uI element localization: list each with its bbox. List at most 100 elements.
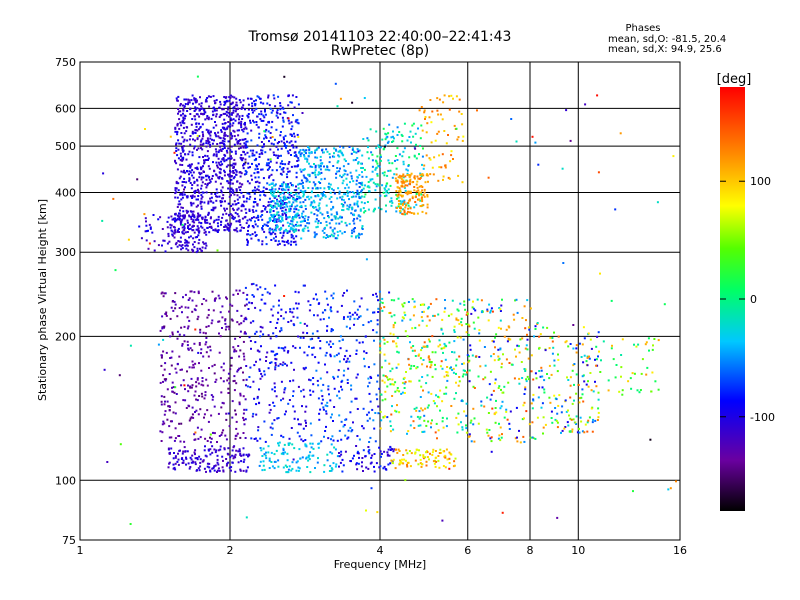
data-point	[299, 423, 302, 426]
data-point	[229, 125, 232, 128]
data-point	[336, 439, 339, 442]
data-point	[220, 406, 223, 409]
data-point	[360, 233, 363, 236]
data-point	[198, 109, 201, 112]
data-point	[336, 197, 339, 200]
data-point	[477, 422, 480, 425]
data-point	[500, 366, 503, 369]
data-point	[261, 326, 264, 329]
data-point	[227, 173, 229, 176]
data-point	[429, 158, 432, 161]
data-point	[242, 227, 245, 229]
data-point	[307, 229, 310, 232]
data-point	[376, 398, 379, 401]
data-point	[403, 311, 406, 314]
data-point	[174, 292, 177, 295]
data-point	[177, 463, 180, 466]
data-point	[317, 173, 320, 176]
data-point	[361, 457, 364, 459]
data-point	[245, 469, 248, 472]
data-point	[182, 379, 185, 382]
data-point	[189, 166, 192, 169]
data-point	[247, 455, 249, 458]
data-point	[212, 161, 214, 164]
data-point	[243, 355, 246, 358]
data-point	[486, 308, 489, 311]
data-point	[230, 466, 233, 469]
data-point	[294, 165, 297, 168]
data-point	[185, 181, 188, 184]
data-point	[231, 135, 234, 138]
data-point	[267, 201, 270, 204]
data-point	[239, 468, 242, 471]
data-point	[567, 345, 570, 348]
data-point	[450, 150, 453, 153]
data-point	[161, 244, 163, 247]
data-point	[236, 198, 239, 201]
data-point	[254, 189, 257, 192]
data-point	[230, 157, 233, 160]
data-point	[175, 147, 178, 150]
data-point	[459, 302, 462, 305]
data-point	[531, 407, 534, 410]
data-point	[177, 435, 180, 437]
data-point	[431, 453, 434, 456]
data-point	[261, 227, 264, 229]
data-point	[421, 409, 424, 412]
data-point	[309, 304, 312, 306]
data-point	[448, 467, 451, 470]
data-point	[215, 188, 218, 191]
data-point	[418, 324, 421, 327]
data-point	[269, 408, 272, 411]
data-point	[171, 390, 174, 393]
data-point	[181, 247, 184, 250]
data-point	[217, 161, 220, 164]
data-point	[191, 360, 194, 363]
data-point	[350, 460, 352, 463]
data-point	[301, 112, 304, 114]
data-point	[198, 362, 200, 365]
data-point	[204, 183, 207, 185]
data-point	[457, 136, 460, 139]
data-point	[283, 391, 286, 394]
data-point	[277, 364, 280, 367]
data-point	[410, 346, 413, 349]
data-point	[284, 212, 287, 215]
data-point	[460, 321, 463, 324]
data-point	[342, 318, 345, 320]
data-point	[191, 229, 194, 232]
data-point	[276, 417, 279, 420]
data-point	[186, 231, 189, 233]
data-point	[303, 227, 306, 230]
data-point	[177, 157, 180, 160]
data-point	[261, 455, 264, 457]
data-point	[185, 126, 188, 129]
data-point	[191, 248, 194, 251]
data-point	[267, 334, 270, 337]
data-point	[212, 154, 215, 157]
data-point	[203, 228, 206, 231]
data-point	[289, 310, 292, 313]
data-point	[358, 456, 360, 459]
data-point	[242, 460, 245, 463]
data-point	[427, 356, 430, 359]
data-point	[217, 225, 220, 228]
data-point	[490, 436, 493, 439]
data-point	[377, 412, 380, 415]
data-point	[304, 204, 307, 207]
data-point	[232, 293, 235, 296]
data-point	[319, 211, 322, 214]
data-point	[412, 314, 415, 317]
data-point	[266, 162, 269, 165]
data-point	[361, 425, 364, 428]
data-point	[287, 104, 290, 107]
data-point	[196, 75, 199, 78]
data-point	[206, 115, 209, 117]
data-point	[529, 307, 532, 310]
data-point	[419, 424, 422, 427]
data-point	[235, 350, 238, 353]
data-point	[190, 290, 193, 293]
data-point	[359, 208, 362, 211]
data-point	[500, 327, 502, 330]
